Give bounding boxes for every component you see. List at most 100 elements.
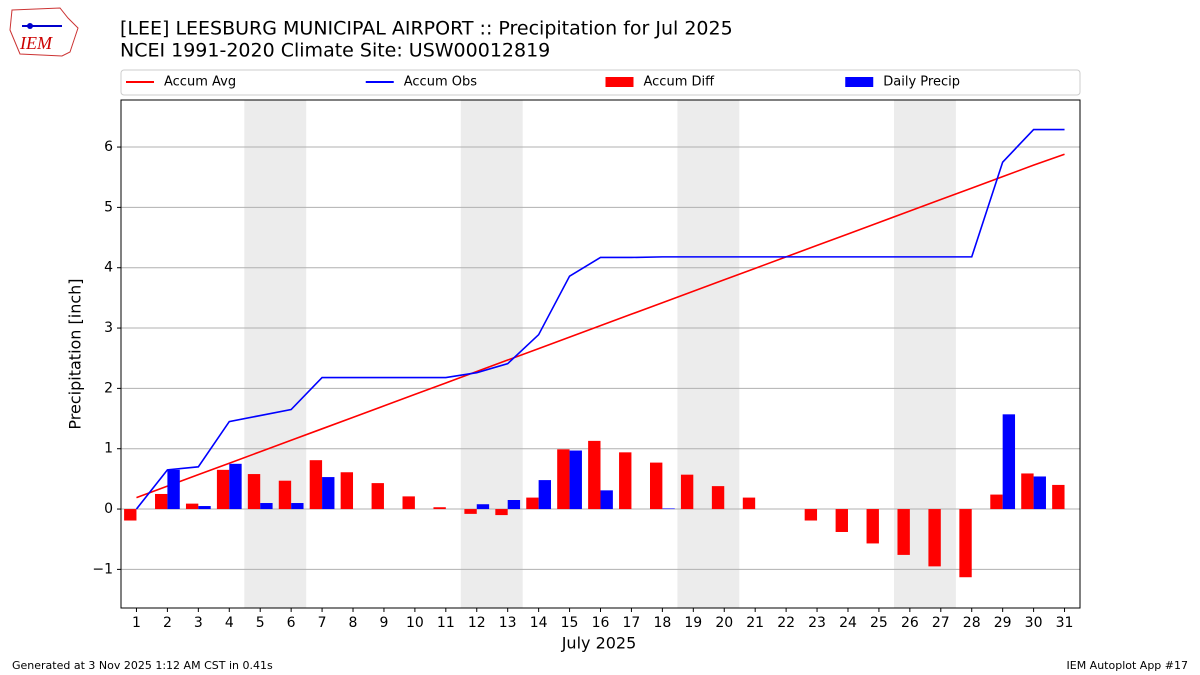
bar bbox=[569, 450, 582, 510]
x-tick-label: 14 bbox=[530, 615, 548, 631]
x-tick-label: 29 bbox=[994, 615, 1012, 631]
y-tick-label: 6 bbox=[104, 139, 113, 155]
bar bbox=[433, 507, 446, 510]
x-tick-label: 16 bbox=[592, 615, 610, 631]
bar bbox=[928, 509, 941, 567]
bar bbox=[167, 469, 180, 510]
bar bbox=[371, 483, 384, 510]
bar bbox=[198, 506, 211, 510]
x-tick-label: 8 bbox=[349, 615, 358, 631]
bar bbox=[495, 509, 508, 516]
weekend bbox=[460, 100, 523, 608]
weekend-shading bbox=[244, 100, 956, 608]
bar bbox=[600, 490, 613, 510]
x-tick-label: 31 bbox=[1056, 615, 1074, 631]
legend-box bbox=[120, 69, 1081, 96]
bar bbox=[1033, 476, 1046, 510]
x-tick-label: 13 bbox=[499, 615, 517, 631]
logo-outline bbox=[9, 7, 79, 57]
bar bbox=[526, 497, 539, 510]
x-tick-label: 20 bbox=[715, 615, 733, 631]
legend-label: Daily Precip bbox=[883, 75, 960, 90]
x-tick-label: 9 bbox=[379, 615, 388, 631]
logo-dot bbox=[27, 23, 33, 29]
x-tick-label: 21 bbox=[746, 615, 764, 631]
x-tick-label: 15 bbox=[561, 615, 579, 631]
x-tick-label: 24 bbox=[839, 615, 857, 631]
bar bbox=[1002, 414, 1016, 510]
x-tick-label: 30 bbox=[1025, 615, 1043, 631]
footer-right: IEM Autoplot App #17 bbox=[1067, 659, 1189, 672]
bar bbox=[124, 509, 137, 521]
x-tick-label: 22 bbox=[777, 615, 795, 631]
bar bbox=[619, 452, 632, 510]
legend-swatch bbox=[845, 77, 874, 87]
x-tick-label: 2 bbox=[163, 615, 172, 631]
bar bbox=[322, 477, 335, 510]
weekend bbox=[244, 100, 307, 608]
bar bbox=[247, 474, 261, 510]
bar bbox=[804, 509, 818, 521]
bar bbox=[260, 503, 273, 510]
bar bbox=[309, 460, 323, 510]
chart-title: [LEE] LEESBURG MUNICIPAL AIRPORT :: Prec… bbox=[120, 18, 733, 40]
y-tick-label: −1 bbox=[92, 561, 113, 577]
bar bbox=[588, 440, 601, 510]
x-tick-label: 6 bbox=[287, 615, 296, 631]
bar bbox=[711, 486, 725, 510]
x-tick-label: 17 bbox=[623, 615, 641, 631]
logo-text: IEM bbox=[19, 33, 53, 53]
bar bbox=[990, 494, 1003, 510]
x-tick-label: 27 bbox=[932, 615, 950, 631]
y-tick-label: 3 bbox=[104, 320, 113, 336]
bar bbox=[402, 496, 415, 510]
bar bbox=[185, 503, 199, 510]
x-tick-label: 19 bbox=[684, 615, 702, 631]
bar bbox=[229, 463, 242, 510]
y-tick-label: 0 bbox=[104, 501, 113, 517]
x-tick-label: 4 bbox=[225, 615, 234, 631]
bar bbox=[340, 472, 354, 510]
bar bbox=[291, 503, 304, 510]
bar bbox=[507, 500, 521, 510]
x-tick-label: 25 bbox=[870, 615, 888, 631]
y-tick-label: 5 bbox=[104, 199, 113, 215]
bar bbox=[1052, 484, 1065, 510]
x-tick-label: 23 bbox=[808, 615, 826, 631]
y-tick-label: 2 bbox=[104, 380, 113, 396]
x-tick-label: 28 bbox=[963, 615, 981, 631]
bar bbox=[557, 449, 570, 510]
bar bbox=[155, 493, 168, 510]
footer-left: Generated at 3 Nov 2025 1:12 AM CST in 0… bbox=[12, 659, 273, 672]
legend-label: Accum Obs bbox=[404, 75, 477, 90]
bar bbox=[1021, 473, 1034, 510]
logo: IEM bbox=[9, 7, 79, 57]
y-axis-label: Precipitation [inch] bbox=[66, 278, 85, 429]
y-tick-label: 1 bbox=[104, 441, 113, 457]
line bbox=[136, 153, 1065, 499]
bar bbox=[216, 469, 230, 510]
bar bbox=[959, 509, 972, 578]
x-tick-label: 11 bbox=[437, 615, 455, 631]
bar bbox=[866, 509, 879, 544]
x-tick-label: 26 bbox=[901, 615, 919, 631]
x-tick-label: 10 bbox=[406, 615, 424, 631]
x-tick-label: 12 bbox=[468, 615, 486, 631]
weekend bbox=[677, 100, 740, 608]
legend-swatch bbox=[605, 77, 634, 87]
bar bbox=[680, 474, 694, 510]
chart-subtitle: NCEI 1991-2020 Climate Site: USW00012819 bbox=[120, 40, 550, 62]
bar bbox=[662, 508, 675, 510]
bar bbox=[835, 509, 848, 532]
bar bbox=[538, 480, 552, 510]
bar bbox=[278, 480, 292, 510]
line bbox=[135, 128, 1065, 510]
x-axis-label: July 2025 bbox=[561, 634, 637, 653]
bar bbox=[476, 504, 490, 510]
x-tick-label: 5 bbox=[256, 615, 265, 631]
x-tick-label: 7 bbox=[318, 615, 327, 631]
x-tick-label: 18 bbox=[653, 615, 671, 631]
bar bbox=[897, 509, 910, 555]
legend-label: Accum Diff bbox=[644, 75, 716, 90]
